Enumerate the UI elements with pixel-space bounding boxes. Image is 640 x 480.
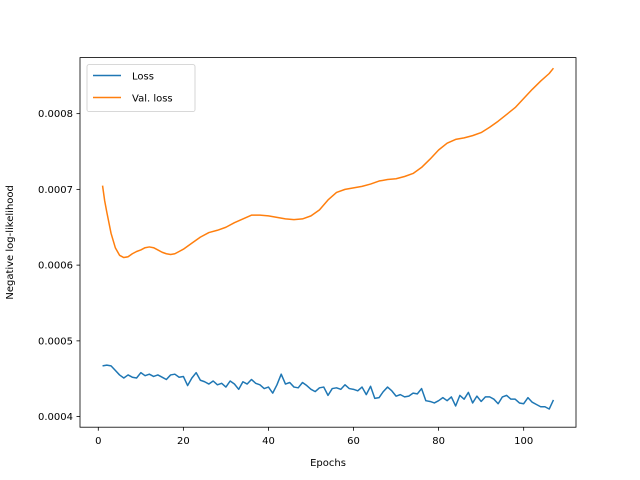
legend-label-val-loss: Val. loss [132, 94, 173, 105]
y-tick-label: 0.0004 [38, 412, 73, 423]
y-tick-label: 0.0007 [38, 185, 73, 196]
x-tick-label: 60 [347, 436, 360, 447]
y-axis-label: Negative log-likelihood [5, 185, 16, 300]
y-ticks: 0.0004 0.0005 0.0006 0.0007 0.0008 [38, 109, 80, 423]
y-tick-label: 0.0008 [38, 109, 73, 120]
legend-label-loss: Loss [132, 72, 154, 83]
legend: Loss Val. loss [86, 64, 196, 112]
legend-box [86, 64, 196, 112]
axes-layer [79, 57, 577, 428]
x-ticks: 0 20 40 60 80 100 [95, 427, 533, 447]
series-layer [101, 67, 555, 410]
x-tick-label: 100 [514, 436, 533, 447]
x-tick-label: 80 [432, 436, 445, 447]
x-tick-label: 0 [95, 436, 101, 447]
x-tick-label: 40 [262, 436, 275, 447]
x-axis-label: Epochs [310, 458, 346, 469]
y-tick-label: 0.0005 [38, 336, 73, 347]
series-line-val-loss [101, 67, 555, 259]
plot-frame [79, 57, 577, 428]
series-line-loss [102, 364, 555, 410]
x-tick-label: 20 [177, 436, 190, 447]
y-tick-label: 0.0006 [38, 261, 73, 272]
